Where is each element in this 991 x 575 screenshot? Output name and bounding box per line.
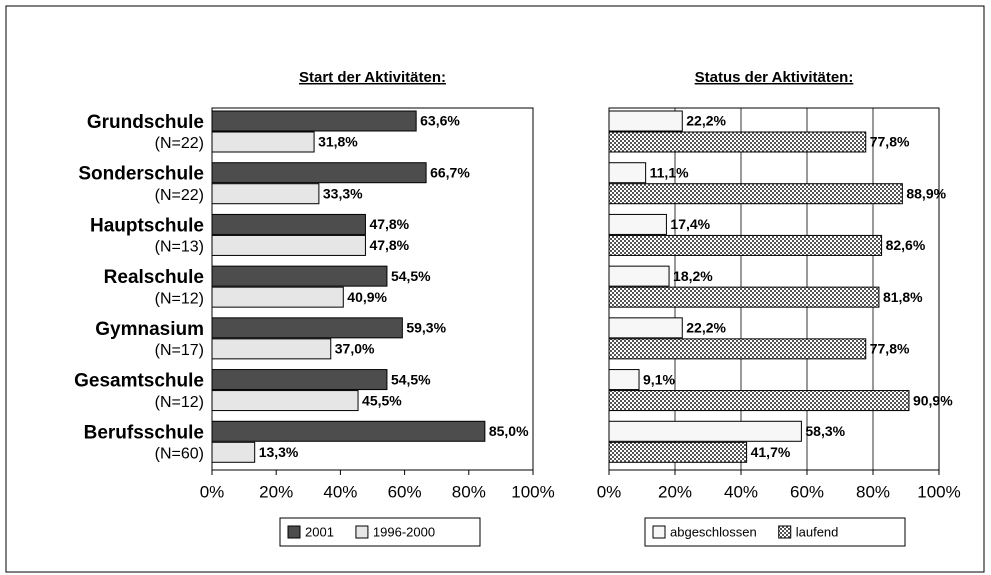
x-tick-label: 100%	[917, 482, 960, 501]
x-tick-label: 40%	[724, 482, 758, 501]
value-label: 41,7%	[751, 444, 791, 460]
x-tick-label: 60%	[388, 482, 422, 501]
category-label: Sonderschule	[78, 164, 204, 185]
bar	[211, 234, 366, 256]
chart-title: Status der Aktivitäten:	[695, 69, 854, 86]
bar	[608, 131, 867, 153]
category-label: Grundschule	[87, 112, 204, 133]
bar	[608, 338, 867, 360]
bar	[211, 441, 256, 463]
x-tick-label: 60%	[790, 482, 824, 501]
category-sub-label: (N=12)	[155, 394, 204, 411]
value-label: 77,8%	[870, 341, 910, 357]
value-label: 54,5%	[391, 371, 431, 387]
legend-label: laufend	[796, 524, 839, 539]
bar	[608, 162, 647, 184]
value-label: 22,2%	[686, 113, 726, 129]
bar	[211, 317, 403, 339]
x-tick-label: 80%	[856, 482, 890, 501]
category-label: Berufsschule	[84, 422, 204, 443]
bar	[608, 317, 683, 339]
value-label: 45,5%	[362, 392, 402, 408]
x-tick-label: 0%	[200, 482, 225, 501]
bar	[211, 110, 417, 132]
value-label: 59,3%	[406, 320, 446, 336]
value-label: 81,8%	[883, 289, 923, 305]
x-tick-label: 100%	[511, 482, 554, 501]
bar	[211, 162, 427, 184]
bar	[211, 183, 320, 205]
value-label: 11,1%	[650, 164, 689, 180]
category-label: Hauptschule	[90, 215, 204, 236]
bar	[608, 110, 683, 132]
category-label: Gymnasium	[95, 319, 204, 340]
value-label: 82,6%	[886, 237, 926, 253]
bar	[211, 213, 366, 235]
bar	[608, 441, 748, 463]
x-tick-label: 20%	[658, 482, 692, 501]
bar	[608, 369, 640, 391]
bar	[211, 390, 359, 412]
legend-label: abgeschlossen	[670, 524, 757, 539]
legend-swatch	[778, 525, 792, 539]
x-tick-label: 80%	[452, 482, 486, 501]
bar	[608, 234, 883, 256]
legend-label: 2001	[305, 524, 334, 539]
x-tick-label: 20%	[259, 482, 293, 501]
category-sub-label: (N=22)	[155, 135, 204, 152]
value-label: 9,1%	[643, 371, 675, 387]
value-label: 66,7%	[430, 164, 470, 180]
bar	[608, 390, 910, 412]
value-label: 31,8%	[318, 134, 358, 150]
value-label: 47,8%	[369, 216, 409, 232]
value-label: 13,3%	[259, 444, 299, 460]
value-label: 40,9%	[347, 289, 387, 305]
bar	[211, 131, 315, 153]
bar	[608, 183, 903, 205]
value-label: 63,6%	[420, 113, 460, 129]
bar	[211, 420, 486, 442]
legend-swatch	[355, 525, 369, 539]
category-sub-label: (N=60)	[155, 446, 204, 463]
category-label: Gesamtschule	[74, 371, 204, 392]
value-label: 54,5%	[391, 268, 431, 284]
legend-swatch	[652, 525, 666, 539]
legend-box	[644, 517, 906, 547]
value-label: 58,3%	[805, 423, 845, 439]
value-label: 85,0%	[489, 423, 529, 439]
legend-swatch	[287, 525, 301, 539]
bar	[211, 265, 388, 287]
bar	[211, 286, 344, 308]
legend-label: 1996-2000	[373, 524, 435, 539]
category-label: Realschule	[104, 267, 204, 288]
value-label: 33,3%	[323, 185, 363, 201]
value-label: 17,4%	[670, 216, 710, 232]
value-label: 77,8%	[870, 134, 910, 150]
bar	[608, 265, 670, 287]
value-label: 37,0%	[335, 341, 375, 357]
value-label: 22,2%	[686, 320, 726, 336]
category-sub-label: (N=12)	[155, 290, 204, 307]
category-sub-label: (N=22)	[155, 187, 204, 204]
value-label: 88,9%	[906, 185, 946, 201]
legend-box	[279, 517, 481, 547]
bar	[608, 286, 880, 308]
category-sub-label: (N=17)	[155, 342, 204, 359]
bar	[608, 420, 802, 442]
bar	[211, 338, 332, 360]
value-label: 47,8%	[369, 237, 409, 253]
x-tick-label: 0%	[597, 482, 622, 501]
x-tick-label: 40%	[323, 482, 357, 501]
bar	[608, 213, 667, 235]
category-sub-label: (N=13)	[155, 239, 204, 256]
value-label: 90,9%	[913, 392, 953, 408]
bar	[211, 369, 388, 391]
value-label: 18,2%	[673, 268, 713, 284]
chart-title: Start der Aktivitäten:	[299, 69, 446, 86]
